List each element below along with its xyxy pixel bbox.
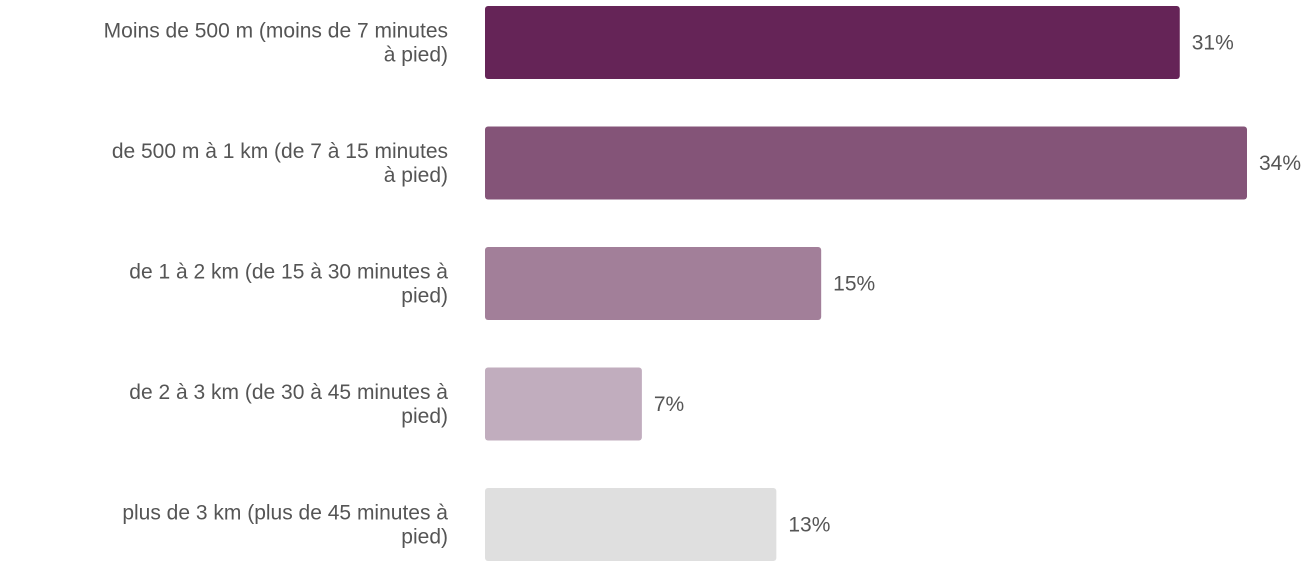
- bar: [485, 488, 777, 561]
- category-label: de 2 à 3 km (de 30 à 45 minutes à: [129, 381, 448, 404]
- value-label: 13%: [788, 514, 830, 537]
- value-label: 34%: [1259, 152, 1301, 175]
- category-label: pied): [401, 526, 448, 549]
- bars-layer: [485, 6, 1247, 561]
- value-label: 31%: [1192, 32, 1234, 55]
- category-label: Moins de 500 m (moins de 7 minutes: [104, 20, 448, 43]
- value-label: 7%: [654, 393, 684, 416]
- category-label: à pied): [384, 44, 448, 67]
- category-label: de 500 m à 1 km (de 7 à 15 minutes: [112, 140, 448, 163]
- value-label: 15%: [833, 273, 875, 296]
- category-label: pied): [401, 285, 448, 308]
- bar: [485, 367, 642, 441]
- bar: [485, 247, 822, 320]
- category-label: à pied): [384, 164, 448, 187]
- bar: [485, 126, 1247, 200]
- category-label: plus de 3 km (plus de 45 minutes à: [122, 502, 448, 525]
- bar: [485, 6, 1180, 79]
- category-label: pied): [401, 405, 448, 428]
- category-label: de 1 à 2 km (de 15 à 30 minutes à: [129, 261, 448, 284]
